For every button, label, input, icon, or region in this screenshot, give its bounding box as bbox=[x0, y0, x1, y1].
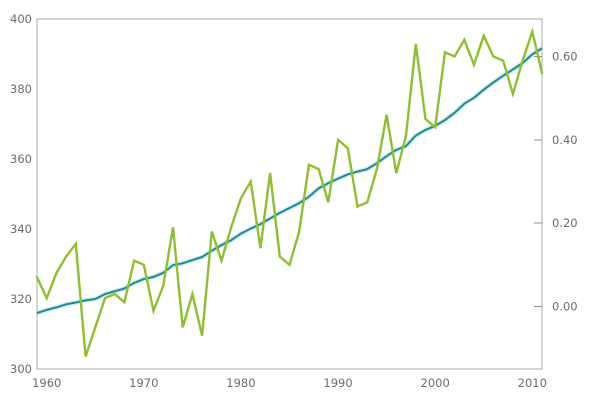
tick-label: 0.60 bbox=[552, 50, 578, 64]
co2-line-halo bbox=[36, 46, 544, 316]
tick-label: 320 bbox=[10, 292, 32, 306]
tick-label: 1960 bbox=[32, 376, 61, 390]
co2-series-line bbox=[36, 46, 544, 316]
tick-label: 0.40 bbox=[552, 133, 578, 147]
tick-label: 0.20 bbox=[552, 216, 578, 230]
plot-frame bbox=[36, 18, 543, 370]
tick-label: 1970 bbox=[129, 376, 158, 390]
tick-label: 340 bbox=[10, 222, 32, 236]
tick-label: 360 bbox=[10, 152, 32, 166]
co2-line bbox=[36, 47, 543, 314]
tick-label: 2010 bbox=[518, 376, 547, 390]
x-axis-labels: 1960 1970 1980 1990 2000 2010 bbox=[32, 376, 547, 390]
tick-label: 1980 bbox=[226, 376, 255, 390]
tick-label: 300 bbox=[10, 362, 32, 376]
left-axis-labels: 300 320 340 360 380 400 bbox=[10, 12, 32, 376]
tick-label: 1990 bbox=[323, 376, 352, 390]
tick-label: 0.00 bbox=[552, 300, 578, 314]
temperature-line bbox=[35, 27, 544, 357]
temperature-series-line bbox=[35, 27, 544, 357]
tick-label: 380 bbox=[10, 82, 32, 96]
right-axis-labels: 0.00 0.20 0.40 0.60 bbox=[552, 50, 578, 314]
tick-label: 2000 bbox=[421, 376, 450, 390]
tick-label: 400 bbox=[10, 12, 32, 26]
right-axis-ticks bbox=[534, 56, 542, 307]
